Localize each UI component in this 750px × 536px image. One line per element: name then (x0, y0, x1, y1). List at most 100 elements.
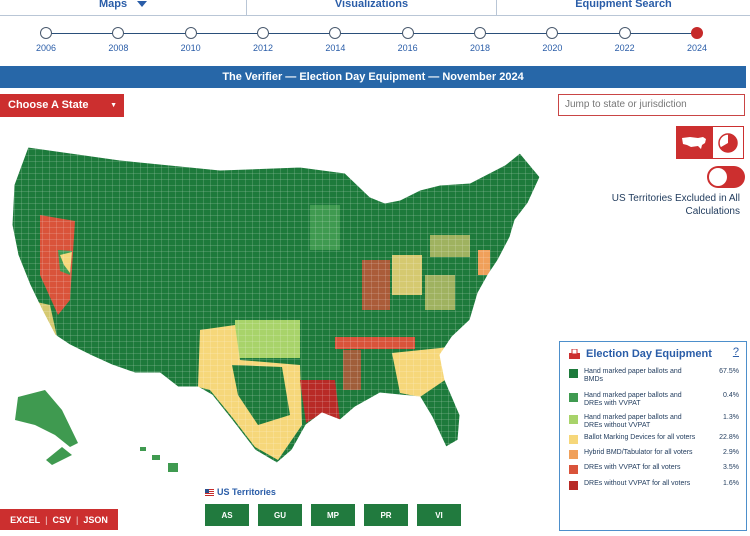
jurisdiction-search-input[interactable]: Jump to state or jurisdiction (558, 94, 745, 116)
timeline-dot (474, 27, 486, 39)
timeline-year-label: 2012 (252, 43, 274, 53)
timeline-year-2014[interactable]: 2014 (315, 27, 355, 53)
legend-item[interactable]: Hand marked paper ballots and DREs witho… (569, 414, 739, 430)
legend-percent: 2.9% (723, 449, 739, 456)
legend-item[interactable]: DREs without VVPAT for all voters 1.6% (569, 480, 739, 490)
territory-button-vi[interactable]: VI (417, 504, 461, 526)
legend-item[interactable]: Hybrid BMD/Tabulator for all voters 2.9% (569, 449, 739, 459)
timeline-dot (401, 27, 414, 39)
legend-label: Hybrid BMD/Tabulator for all voters (584, 449, 693, 456)
ballot-box-icon (569, 349, 580, 359)
timeline-track (44, 33, 700, 34)
pie-chart-icon (718, 132, 738, 153)
territory-button-gu[interactable]: GU (258, 504, 302, 526)
tab-maps[interactable]: Maps (0, 0, 247, 16)
region-hawaii-2 (152, 455, 160, 460)
timeline-year-2024[interactable]: 2024 (677, 27, 717, 53)
divider: | (76, 514, 79, 525)
state-select-label: Choose A State (8, 99, 89, 111)
region-alaska-islands (46, 447, 72, 465)
legend-percent: 67.5% (719, 368, 739, 375)
us-map-icon (682, 136, 706, 149)
timeline-year-label: 2014 (325, 43, 346, 53)
timeline-year-label: 2008 (108, 43, 129, 53)
legend-percent: 3.5% (723, 464, 739, 471)
timeline-year-2022[interactable]: 2022 (605, 27, 645, 53)
timeline-dot (546, 27, 559, 39)
territory-button-as[interactable]: AS (205, 504, 249, 526)
legend-percent: 0.4% (723, 392, 739, 399)
timeline-dot (112, 27, 125, 39)
territory-buttons: AS GU MP PR VI (205, 504, 470, 526)
json-download-link[interactable]: JSON (83, 514, 108, 525)
timeline-dot (329, 27, 342, 39)
legend-item[interactable]: Ballot Marking Devices for all voters 22.… (569, 434, 739, 444)
legend-item[interactable]: Hand marked paper ballots and BMDs 67.5% (569, 368, 739, 384)
view-toggle (676, 126, 744, 159)
legend-help-link[interactable]: ? (732, 346, 739, 358)
chevron-down-icon: ▼ (110, 102, 117, 109)
map-svg (11, 146, 541, 472)
region-hawaii-3 (168, 463, 178, 472)
region-alaska (15, 390, 78, 447)
us-equipment-map[interactable] (0, 125, 560, 485)
timeline-year-label: 2022 (614, 43, 635, 53)
timeline-year-label: 2016 (397, 43, 418, 53)
legend-label: Hand marked paper ballots and DREs witho… (584, 414, 682, 429)
timeline-dot (40, 27, 52, 39)
legend-item[interactable]: DREs with VVPAT for all voters 3.5% (569, 464, 739, 474)
excel-download-link[interactable]: EXCEL (10, 514, 41, 525)
timeline-year-label: 2018 (469, 43, 491, 53)
legend-swatch (569, 481, 578, 490)
tab-equipment-search[interactable]: Equipment Search (497, 0, 750, 16)
legend-title: Election Day Equipment (586, 348, 712, 360)
county-borders (12, 147, 540, 463)
timeline-year-label: 2020 (542, 43, 563, 53)
tab-visualizations[interactable]: Visualizations (247, 0, 497, 16)
tab-visualizations-label: Visualizations (334, 0, 409, 10)
legend-item[interactable]: Hand marked paper ballots and DREs with … (569, 392, 739, 408)
territories-exclude-toggle[interactable] (707, 166, 745, 188)
legend-swatch (569, 435, 578, 444)
csv-download-link[interactable]: CSV (52, 514, 71, 525)
legend-percent: 1.6% (723, 480, 739, 487)
legend-percent: 1.3% (723, 414, 739, 421)
legend-label: Ballot Marking Devices for all voters (584, 434, 696, 441)
timeline-year-label: 2024 (686, 43, 708, 53)
legend-header: Election Day Equipment ? (569, 346, 739, 362)
legend-label: Hand marked paper ballots and DREs with … (584, 392, 682, 407)
legend-swatch (569, 393, 578, 402)
page-title: The Verifier — Election Day Equipment — … (0, 66, 746, 88)
us-flag-icon (205, 488, 214, 496)
legend-label: DREs without VVPAT for all voters (584, 480, 691, 487)
chevron-down-icon (137, 1, 148, 7)
tab-equipment-search-label: Equipment Search (575, 0, 672, 10)
chart-view-button[interactable] (712, 126, 744, 159)
legend-swatch (569, 369, 578, 378)
timeline-year-2012[interactable]: 2012 (243, 27, 283, 53)
territories-excluded-note: US Territories Excluded in All Calculati… (611, 193, 740, 217)
timeline-year-2006[interactable]: 2006 (26, 27, 66, 53)
territories-section: US Territories AS GU MP PR VI (205, 487, 465, 526)
legend-label: Hand marked paper ballots and BMDs (584, 368, 682, 383)
timeline-dot (691, 27, 703, 39)
territory-button-mp[interactable]: MP (311, 504, 355, 526)
timeline-dot (618, 27, 631, 39)
timeline-year-2008[interactable]: 2008 (98, 27, 138, 53)
territory-button-pr[interactable]: PR (364, 504, 408, 526)
territories-label: US Territories (217, 487, 276, 497)
timeline-year-2010[interactable]: 2010 (171, 27, 211, 53)
tab-maps-label: Maps (98, 0, 128, 10)
state-select[interactable]: Choose A State ▼ (0, 94, 124, 117)
timeline-year-2016[interactable]: 2016 (388, 27, 428, 53)
timeline-year-2018[interactable]: 2018 (460, 27, 500, 53)
timeline-year-2020[interactable]: 2020 (532, 27, 572, 53)
legend-swatch (569, 415, 578, 424)
legend-panel: Election Day Equipment ? Hand marked pap… (559, 341, 747, 531)
divider: | (45, 514, 48, 525)
region-hawaii-1 (140, 447, 146, 451)
legend-percent: 22.8% (719, 434, 739, 441)
timeline-year-label: 2010 (180, 43, 201, 53)
map-view-button[interactable] (676, 126, 712, 159)
toggle-knob (709, 168, 727, 186)
